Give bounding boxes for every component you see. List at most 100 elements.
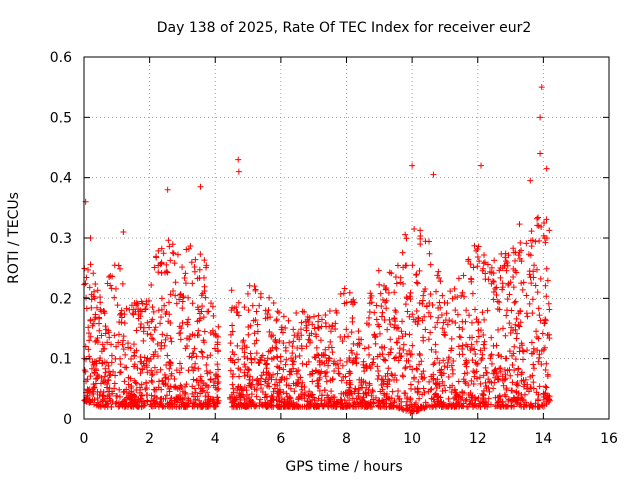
data-point bbox=[403, 402, 410, 409]
data-point bbox=[347, 402, 354, 409]
data-point bbox=[535, 214, 542, 221]
data-point bbox=[441, 331, 448, 338]
data-point bbox=[369, 359, 376, 366]
data-point bbox=[476, 400, 483, 407]
data-point bbox=[256, 360, 263, 367]
data-point bbox=[537, 317, 544, 324]
data-point bbox=[155, 307, 162, 314]
data-point bbox=[543, 360, 550, 367]
data-point bbox=[508, 324, 515, 331]
data-point bbox=[130, 341, 137, 348]
data-point bbox=[244, 290, 251, 297]
data-point bbox=[272, 344, 279, 351]
data-point bbox=[267, 397, 274, 404]
data-point bbox=[449, 295, 456, 302]
data-point bbox=[419, 297, 426, 304]
y-tick-label: 0.1 bbox=[50, 352, 72, 368]
data-point bbox=[258, 372, 265, 379]
data-point bbox=[251, 355, 258, 362]
data-point bbox=[232, 398, 239, 405]
data-point bbox=[134, 403, 141, 410]
data-point bbox=[228, 307, 235, 314]
data-point bbox=[188, 364, 195, 371]
data-point bbox=[202, 294, 209, 301]
data-point bbox=[343, 326, 350, 333]
data-point bbox=[310, 394, 317, 401]
data-point bbox=[145, 297, 152, 304]
data-point bbox=[270, 299, 277, 306]
data-point bbox=[326, 355, 333, 362]
data-point bbox=[270, 388, 277, 395]
y-tick-label: 0.2 bbox=[50, 291, 72, 307]
data-point bbox=[496, 299, 503, 306]
data-point bbox=[491, 257, 498, 264]
data-point bbox=[452, 389, 459, 396]
data-point bbox=[428, 395, 435, 402]
data-point bbox=[86, 284, 93, 291]
data-point bbox=[513, 381, 520, 388]
data-point bbox=[137, 370, 144, 377]
data-point bbox=[111, 385, 118, 392]
data-point bbox=[128, 355, 135, 362]
data-point bbox=[306, 393, 313, 400]
data-point bbox=[523, 310, 530, 317]
data-point bbox=[475, 243, 482, 250]
data-point bbox=[215, 347, 222, 354]
data-point bbox=[494, 298, 501, 305]
data-point bbox=[152, 324, 159, 331]
data-point bbox=[276, 337, 283, 344]
data-point bbox=[391, 289, 398, 296]
data-point bbox=[459, 318, 466, 325]
data-point bbox=[537, 150, 544, 157]
data-point bbox=[173, 367, 180, 374]
data-point bbox=[160, 250, 167, 257]
data-point bbox=[207, 300, 214, 307]
data-point bbox=[177, 291, 184, 298]
data-point bbox=[404, 395, 411, 402]
data-point bbox=[315, 324, 322, 331]
data-point bbox=[168, 338, 175, 345]
data-point bbox=[485, 376, 492, 383]
data-point bbox=[380, 398, 387, 405]
data-point bbox=[131, 397, 138, 404]
data-point bbox=[459, 346, 466, 353]
data-point bbox=[531, 365, 538, 372]
data-point bbox=[465, 382, 472, 389]
data-point bbox=[426, 238, 433, 245]
data-point bbox=[178, 325, 185, 332]
data-point bbox=[312, 331, 319, 338]
data-point bbox=[394, 339, 401, 346]
data-point bbox=[327, 328, 334, 335]
data-point bbox=[194, 332, 201, 339]
data-point bbox=[298, 319, 305, 326]
data-point bbox=[535, 397, 542, 404]
data-point bbox=[254, 328, 261, 335]
data-point bbox=[111, 332, 118, 339]
data-point bbox=[355, 385, 362, 392]
data-point bbox=[182, 399, 189, 406]
data-point bbox=[271, 381, 278, 388]
data-point bbox=[438, 312, 445, 319]
data-point bbox=[366, 308, 373, 315]
data-point bbox=[169, 241, 176, 248]
data-point bbox=[298, 383, 305, 390]
data-point bbox=[154, 400, 161, 407]
data-point bbox=[203, 361, 210, 368]
data-point bbox=[523, 292, 530, 299]
data-point bbox=[251, 330, 258, 337]
data-point bbox=[214, 399, 221, 406]
data-point bbox=[91, 361, 98, 368]
data-point bbox=[534, 215, 541, 222]
data-point bbox=[466, 398, 473, 405]
data-point bbox=[349, 350, 356, 357]
data-point bbox=[105, 327, 112, 334]
data-point bbox=[528, 243, 535, 250]
data-point bbox=[120, 346, 127, 353]
data-point bbox=[189, 350, 196, 357]
data-point bbox=[401, 390, 408, 397]
data-point bbox=[319, 392, 326, 399]
data-point bbox=[391, 315, 398, 322]
data-point bbox=[329, 375, 336, 382]
data-point bbox=[413, 400, 420, 407]
data-point bbox=[242, 363, 249, 370]
